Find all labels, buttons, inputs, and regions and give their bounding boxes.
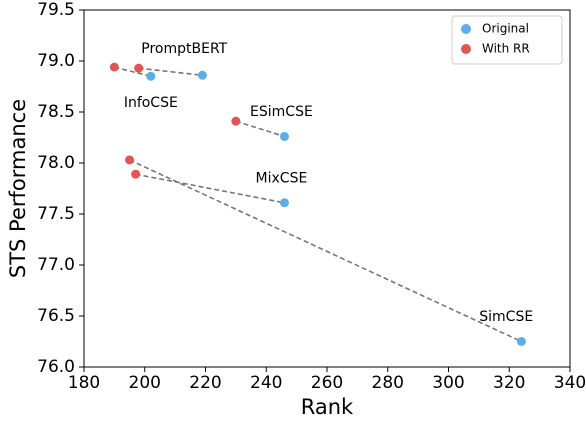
y-tick-label: 76.5 — [37, 306, 75, 326]
point-original-mixcse — [279, 198, 289, 208]
legend-box — [451, 15, 563, 65]
connector-infocse — [114, 66, 152, 78]
point-original-promptbert — [197, 70, 207, 80]
legend-label-original: Original — [482, 22, 529, 36]
point-original-esimcse — [279, 131, 289, 141]
y-tick-label: 77.5 — [37, 204, 75, 224]
point-with-rr-promptbert — [134, 63, 144, 73]
y-tick-label: 79.5 — [37, 0, 75, 20]
annotation-promptbert: PromptBERT — [141, 41, 227, 57]
x-tick-label: 220 — [189, 373, 221, 393]
x-tick-label: 300 — [432, 373, 464, 393]
point-original-simcse — [516, 337, 526, 346]
annotation-simcse: SimCSE — [479, 309, 533, 325]
connector-mixcse — [135, 173, 285, 204]
annotation-esimcse: ESimCSE — [250, 104, 313, 120]
y-axis-label: STS Performance — [6, 99, 30, 278]
y-tick-label: 78.5 — [37, 102, 75, 122]
x-tick-label: 180 — [68, 373, 100, 393]
y-tick-label: 79.0 — [37, 51, 75, 71]
point-with-rr-infocse — [109, 62, 119, 72]
connector-promptbert — [138, 67, 203, 77]
x-tick-label: 280 — [372, 373, 404, 393]
legend-marker-original — [461, 24, 471, 34]
x-tick-label: 320 — [493, 373, 525, 393]
connector-esimcse — [235, 120, 285, 138]
legend-marker-with-rr — [461, 44, 471, 54]
connector-simcse — [129, 159, 522, 343]
annotations-layer: PromptBERT InfoCSE ESimCSE MixCSE SimCSE — [124, 41, 533, 325]
connectors-layer — [114, 66, 522, 343]
legend-label-with-rr: With RR — [482, 42, 530, 56]
x-tick-label: 240 — [250, 373, 282, 393]
axes-layer: 180 200 220 240 260 280 300 320 340 76.0 76.5 77.0 7… — [6, 0, 586, 419]
y-tick-label: 77.0 — [37, 255, 75, 275]
point-original-infocse — [146, 71, 156, 81]
x-tick-label: 340 — [554, 373, 586, 393]
points-layer — [109, 62, 526, 346]
annotation-infocse: InfoCSE — [124, 95, 178, 111]
y-tick-label: 76.0 — [37, 357, 75, 377]
y-tick-label: 78.0 — [37, 153, 75, 173]
legend: Original With RR — [451, 15, 563, 65]
point-with-rr-esimcse — [231, 116, 241, 126]
annotation-mixcse: MixCSE — [256, 170, 308, 186]
point-with-rr-mixcse — [131, 169, 141, 179]
x-tick-label: 260 — [311, 373, 343, 393]
point-with-rr-simcse — [125, 155, 135, 165]
x-tick-label: 200 — [129, 373, 161, 393]
x-axis-label: Rank — [301, 395, 354, 419]
